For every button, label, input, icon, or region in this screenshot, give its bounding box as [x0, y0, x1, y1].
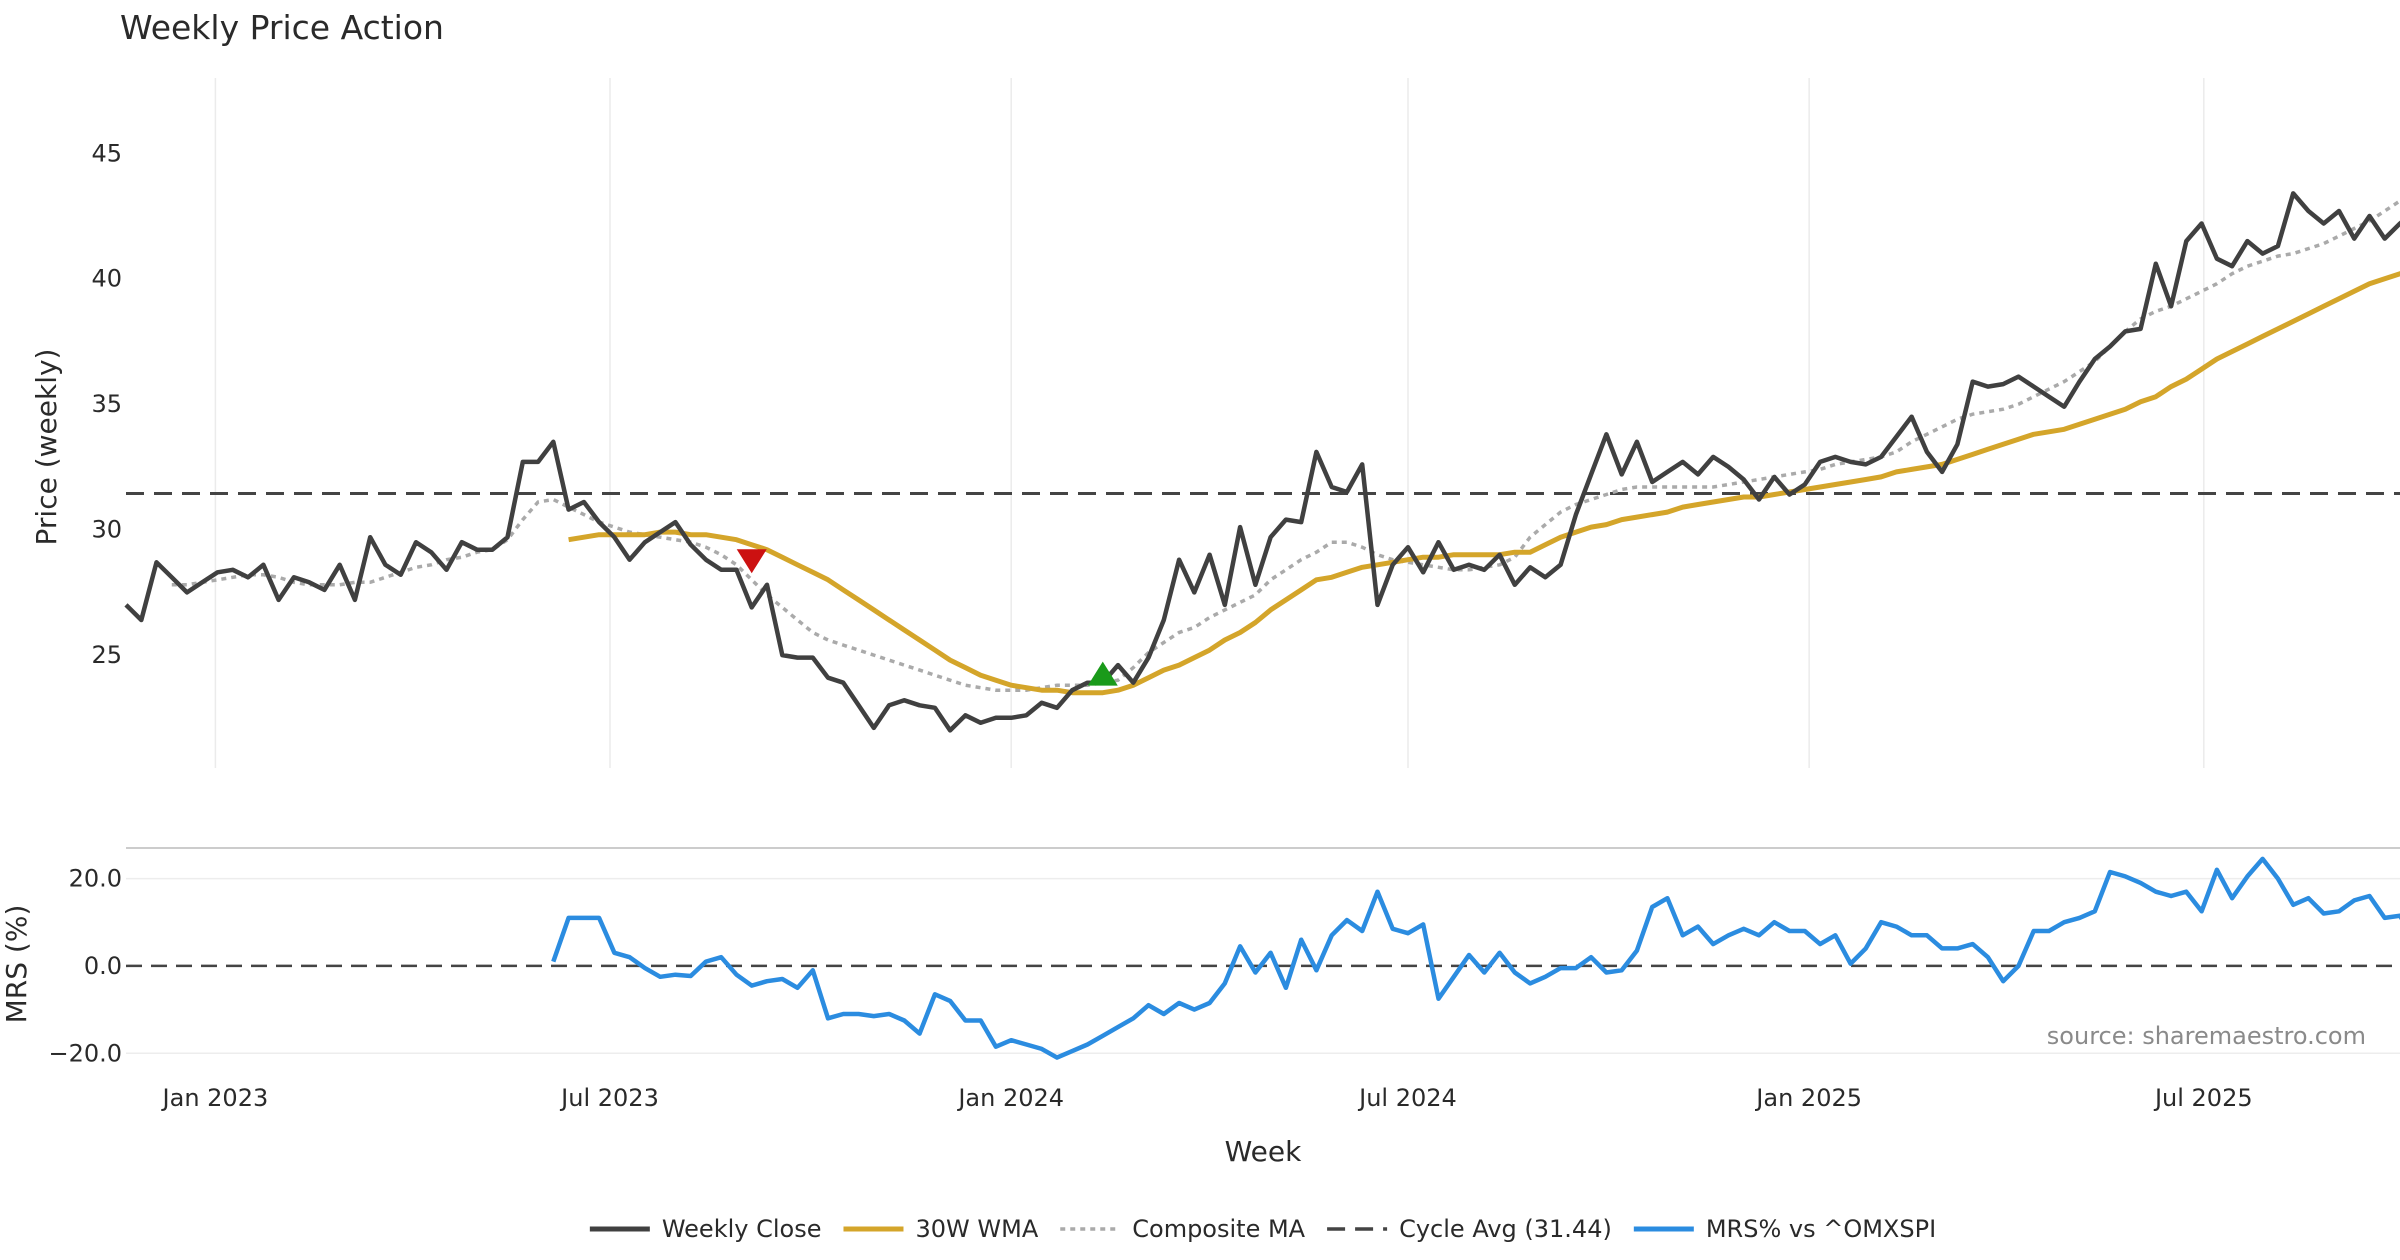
legend-label: Weekly Close [662, 1215, 822, 1243]
price-y-tick-label: 40 [91, 265, 122, 293]
legend-label: MRS% vs ^OMXSPI [1706, 1215, 1936, 1243]
source-annotation: source: sharemaestro.com [2047, 1022, 2366, 1050]
price-y-tick-label: 45 [91, 139, 122, 167]
chart-title: Weekly Price Action [120, 8, 444, 47]
signal-markers [736, 549, 1118, 686]
price-y-tick-label: 35 [91, 390, 122, 418]
x-tick-label: Jan 2025 [1754, 1084, 1862, 1112]
x-axis-label: Week [1225, 1135, 1302, 1168]
sell-signal-marker [736, 549, 767, 574]
legend: Weekly Close 30W WMA Composite MA Cycle Avg… [589, 1215, 1936, 1243]
mrs-y-tick-label: 0.0 [84, 952, 122, 980]
mrs-y-axis-label: MRS (%) [0, 905, 33, 1024]
legend-label: Cycle Avg (31.44) [1399, 1215, 1612, 1243]
price-y-tick-label: 30 [91, 516, 122, 544]
x-tick-label: Jul 2024 [1357, 1084, 1457, 1112]
x-tick-label: Jul 2023 [559, 1084, 659, 1112]
legend-label: 30W WMA [915, 1215, 1038, 1243]
axis-text: Weekly Price Action Price (weekly) MRS (… [0, 8, 2366, 1168]
legend-label: Composite MA [1132, 1215, 1305, 1243]
weekly-close-line [124, 191, 2400, 733]
x-tick-label: Jul 2025 [2153, 1084, 2253, 1112]
price-y-axis-label: Price (weekly) [30, 349, 63, 546]
mrs-line [551, 856, 2400, 1060]
series-lines [124, 191, 2400, 1060]
x-tick-label: Jan 2024 [956, 1084, 1064, 1112]
x-tick-label: Jan 2023 [161, 1084, 269, 1112]
price-y-tick-label: 25 [91, 641, 122, 669]
mrs-y-tick-label: −20.0 [48, 1039, 122, 1067]
buy-signal-marker [1087, 661, 1118, 686]
mrs-y-tick-label: 20.0 [69, 865, 122, 893]
x-gridlines [126, 78, 2400, 1055]
wma-30w-line [568, 271, 2400, 696]
composite-ma-line [171, 198, 2400, 692]
